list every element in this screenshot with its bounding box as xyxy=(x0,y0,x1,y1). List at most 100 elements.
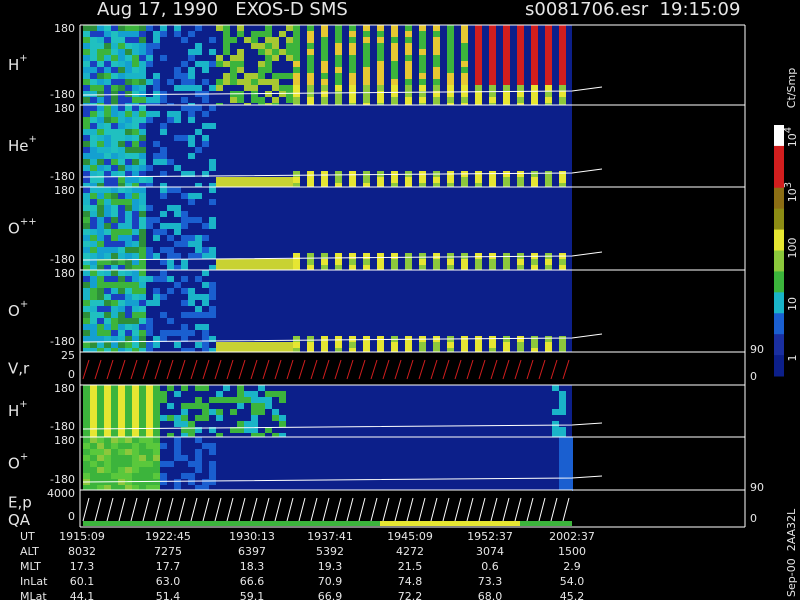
spectrogram-cell xyxy=(391,265,398,271)
spectrogram-cell xyxy=(517,171,524,177)
spectrogram-cell xyxy=(97,193,104,199)
spectrogram-cell xyxy=(118,461,125,467)
spectrogram-cell xyxy=(286,342,293,348)
spectrogram-cell xyxy=(132,437,139,443)
spectrogram-cell xyxy=(335,67,342,73)
spectrogram-cell xyxy=(90,385,97,391)
spectrogram-cell xyxy=(90,235,97,241)
spectrogram-cell xyxy=(139,67,146,73)
spectrogram-cell xyxy=(237,403,244,409)
spectrogram-cell xyxy=(139,312,146,318)
spectrogram-cell xyxy=(405,79,412,85)
spectrogram-cell xyxy=(104,111,111,117)
spectrogram-cell xyxy=(174,449,181,455)
spectrogram-cell xyxy=(265,37,272,43)
spectrogram-cell xyxy=(321,79,328,85)
spectrogram-cell xyxy=(363,25,370,31)
spectrogram-cell xyxy=(104,235,111,241)
spectrogram-cell xyxy=(90,159,97,165)
spectrogram-cell xyxy=(118,159,125,165)
spectrogram-cell xyxy=(104,43,111,49)
spectrogram-cell xyxy=(307,342,314,348)
spectrogram-cell xyxy=(90,199,97,205)
spectrogram-cell xyxy=(160,97,167,103)
spectrogram-cell xyxy=(125,165,132,171)
spectrogram-cell xyxy=(363,171,370,177)
spectrogram-cell xyxy=(139,247,146,253)
spectrogram-cell xyxy=(517,91,524,97)
spectrogram-cell xyxy=(132,187,139,193)
spectrogram-cell xyxy=(97,205,104,211)
spectrogram-cell xyxy=(90,165,97,171)
spectrogram-cell xyxy=(272,55,279,61)
spectrogram-cell xyxy=(174,265,181,271)
spectrogram-cell xyxy=(132,324,139,330)
spectrogram-cell xyxy=(265,391,272,397)
spectrogram-cell xyxy=(125,85,132,91)
spectrogram-cell xyxy=(433,55,440,61)
spectrogram-cell xyxy=(160,171,167,177)
spectrogram-cell xyxy=(433,91,440,97)
spectrogram-cell xyxy=(111,159,118,165)
spectrogram-cell xyxy=(97,97,104,103)
spectrogram-cell xyxy=(104,485,111,491)
spectrogram-cell xyxy=(132,171,139,177)
colorbar-segment xyxy=(774,334,784,356)
spectrogram-cell xyxy=(118,67,125,73)
spectrogram-cell xyxy=(552,409,559,415)
spectrogram-cell xyxy=(419,97,426,103)
spectrogram-cell xyxy=(83,288,90,294)
spectrogram-cell xyxy=(181,421,188,427)
spectrogram-cell xyxy=(202,235,209,241)
spectrogram-cell xyxy=(517,259,524,265)
spectrogram-cell xyxy=(132,153,139,159)
spectrogram-cell xyxy=(118,397,125,403)
spectrogram-cell xyxy=(209,85,216,91)
spectrogram-cell xyxy=(104,461,111,467)
spectrogram-cell xyxy=(377,336,384,342)
spectrogram-cell xyxy=(202,443,209,449)
spectrogram-cell xyxy=(160,336,167,342)
spectrogram-cell xyxy=(293,43,300,49)
spectrogram-cell xyxy=(97,141,104,147)
spectrogram-cell xyxy=(90,294,97,300)
spectrogram-cell xyxy=(475,342,482,348)
spectrogram-cell xyxy=(405,253,412,259)
spectrogram-cell xyxy=(447,253,454,259)
y-bottom-label: -180 xyxy=(50,473,75,486)
spectrogram-cell xyxy=(545,43,552,49)
trace-line xyxy=(82,333,603,343)
spectrogram-cell xyxy=(461,177,468,183)
spectrogram-cell xyxy=(104,123,111,129)
spectrogram-cell xyxy=(132,229,139,235)
spectrogram-cell xyxy=(475,49,482,55)
spectrogram-cell xyxy=(167,205,174,211)
spectrogram-cell xyxy=(433,259,440,265)
spectrogram-cell xyxy=(433,43,440,49)
spectrogram-cell xyxy=(391,73,398,79)
spectrogram-cell xyxy=(349,336,356,342)
spectrogram-cell xyxy=(559,342,566,348)
spectrogram-cell xyxy=(139,265,146,271)
spectrogram-cell xyxy=(118,473,125,479)
spectrogram-cell xyxy=(90,85,97,91)
spectrogram-cell xyxy=(132,31,139,37)
spectrogram-cell xyxy=(146,348,153,354)
panel-label-name: V,r xyxy=(8,359,30,377)
spectrogram-cell xyxy=(125,348,132,354)
spectrogram-cell xyxy=(335,25,342,31)
spectrogram-cell xyxy=(559,55,566,61)
spectrogram-cell xyxy=(335,37,342,43)
row-value: 2002:37 xyxy=(549,530,595,543)
panel-label-charge: + xyxy=(19,53,27,64)
spectrogram-cell xyxy=(216,85,223,91)
spectrogram-cell xyxy=(139,49,146,55)
spectrogram-cell xyxy=(90,123,97,129)
spectrogram-cell xyxy=(559,37,566,43)
colorbar-segment xyxy=(774,125,784,147)
spectrogram-cell xyxy=(104,211,111,217)
spectrogram-cell xyxy=(132,270,139,276)
spectrogram-cell xyxy=(286,37,293,43)
panel-label: H+ xyxy=(8,53,28,74)
spectrogram-cell xyxy=(286,265,293,271)
